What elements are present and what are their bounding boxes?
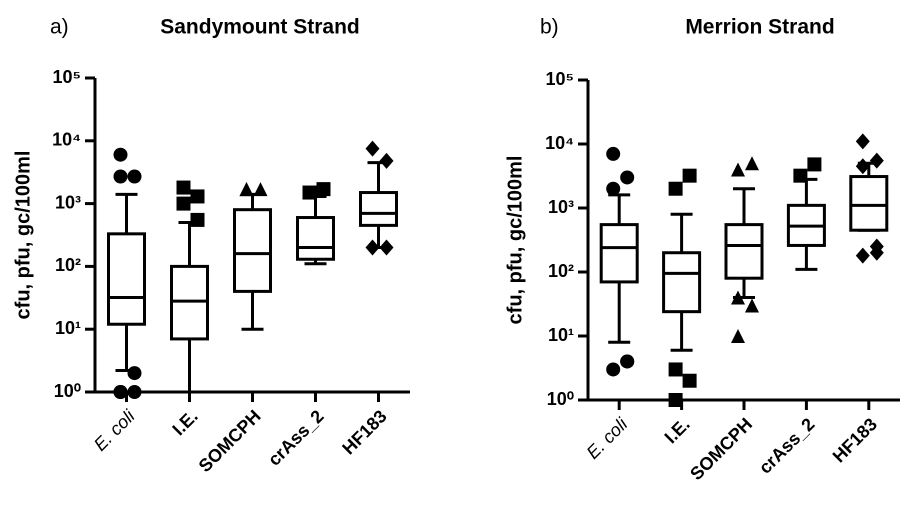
- outlier: [365, 239, 380, 256]
- outlier: [745, 298, 759, 313]
- outlier: [731, 290, 745, 305]
- y-tick-label: 10⁴: [545, 133, 574, 153]
- box: [296, 216, 335, 261]
- outlier: [379, 239, 394, 256]
- outlier: [176, 180, 191, 195]
- outlier: [127, 366, 142, 381]
- chart-title: Merrion Strand: [685, 16, 834, 39]
- outlier: [253, 182, 268, 197]
- outlier: [793, 168, 808, 183]
- outlier: [239, 182, 254, 197]
- outlier: [606, 146, 621, 161]
- x-tick-label: I.E.: [168, 406, 201, 439]
- outlier: [365, 140, 380, 157]
- y-tick-label: 10⁵: [546, 69, 574, 89]
- outlier: [316, 182, 331, 197]
- y-tick-label: 10¹: [548, 325, 574, 345]
- outlier: [731, 162, 745, 177]
- y-axis-label: cfu, pfu, gc/100ml: [12, 151, 34, 320]
- outlier: [807, 157, 822, 172]
- x-tick-label: crAss_2: [264, 406, 328, 470]
- y-tick-label: 10³: [548, 197, 574, 217]
- outlier: [176, 196, 191, 211]
- outlier: [113, 169, 128, 184]
- outlier: [379, 152, 394, 169]
- y-tick-label: 10³: [55, 192, 81, 212]
- outlier: [668, 362, 683, 377]
- box: [662, 251, 702, 314]
- outlier: [190, 189, 205, 204]
- x-tick-label: E. coli: [583, 413, 633, 463]
- box: [599, 223, 639, 284]
- outlier: [855, 247, 870, 264]
- x-tick-label: I.E.: [661, 414, 694, 447]
- box: [170, 264, 209, 341]
- y-tick-label: 10⁵: [53, 67, 81, 87]
- box: [724, 223, 764, 280]
- outlier: [620, 354, 635, 369]
- box: [233, 208, 272, 293]
- outlier: [855, 133, 870, 150]
- outlier: [855, 158, 870, 175]
- chart-title: Sandymount Strand: [160, 16, 360, 39]
- outlier: [745, 156, 759, 171]
- y-axis-label: cfu, pfu, gc/100ml: [504, 156, 526, 325]
- box: [107, 232, 146, 326]
- panel-label: b): [540, 16, 559, 39]
- outlier: [869, 152, 884, 169]
- outlier: [869, 244, 884, 261]
- y-tick-label: 10²: [55, 255, 81, 275]
- outlier: [606, 181, 621, 196]
- outlier: [606, 362, 621, 377]
- box: [359, 191, 398, 227]
- outlier: [620, 170, 635, 185]
- y-tick-label: 10¹: [55, 318, 81, 338]
- outlier: [668, 393, 683, 407]
- outlier: [127, 385, 142, 399]
- outlier: [302, 185, 317, 200]
- x-tick-label: HF183: [829, 414, 881, 466]
- x-tick-label: E. coli: [90, 405, 140, 455]
- outlier: [668, 181, 683, 196]
- y-tick-label: 10²: [548, 261, 574, 281]
- outlier: [113, 385, 128, 399]
- y-tick-label: 10⁴: [52, 130, 81, 150]
- x-tick-label: SOMCPH: [686, 414, 756, 484]
- y-tick-label: 10⁰: [547, 389, 574, 409]
- outlier: [127, 169, 142, 184]
- x-tick-label: crAss_2: [755, 414, 819, 478]
- outlier: [113, 147, 128, 162]
- outlier: [731, 329, 745, 343]
- x-tick-label: SOMCPH: [195, 406, 265, 476]
- x-tick-label: HF183: [338, 406, 390, 458]
- outlier: [682, 373, 697, 388]
- y-tick-label: 10⁰: [54, 381, 81, 401]
- outlier: [682, 168, 697, 183]
- outlier: [190, 212, 205, 227]
- panel-label: a): [50, 16, 69, 39]
- box: [849, 175, 889, 232]
